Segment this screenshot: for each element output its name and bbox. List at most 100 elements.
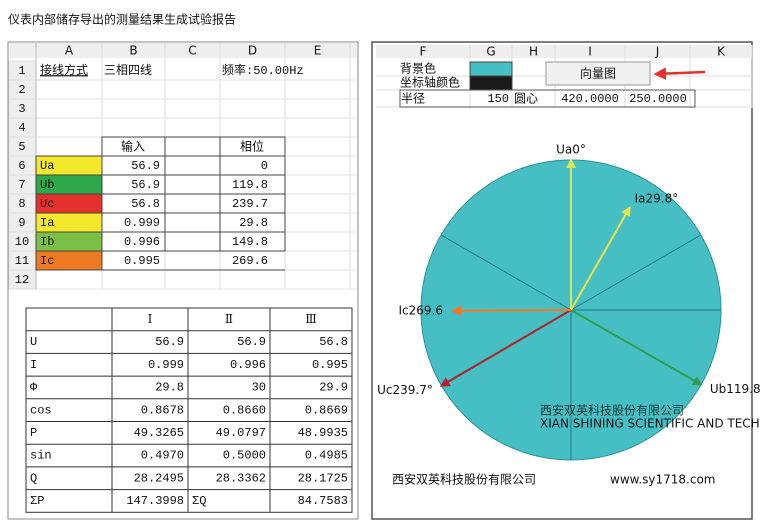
watermark-english: XIAN SHINING SCIENTIFIC AND TECHNOLOGY C… xyxy=(540,417,760,431)
table-value: 0.8669 xyxy=(305,403,348,417)
footer-company: 西安双英科技股份有限公司 xyxy=(392,472,536,487)
phasor xyxy=(439,309,572,387)
column-header: A xyxy=(65,44,74,58)
column-header: I xyxy=(588,45,592,59)
column-header: K xyxy=(717,45,726,59)
phasor xyxy=(570,309,703,386)
sum-q-value: 84.7583 xyxy=(298,494,348,508)
input-value: 0.999 xyxy=(124,216,160,230)
input-value: 0.995 xyxy=(124,254,160,268)
input-value: 56.8 xyxy=(131,197,160,211)
sum-q-label: ΣQ xyxy=(192,494,206,508)
table-value: 49.3265 xyxy=(134,426,184,440)
table-header: Ⅱ xyxy=(225,312,233,326)
table-value: 29.8 xyxy=(155,381,184,395)
table-value: 56.9 xyxy=(155,335,184,349)
table-value: 30 xyxy=(252,381,266,395)
frequency: 频率:50.00Hz xyxy=(222,62,304,78)
column-header: G xyxy=(486,45,495,59)
radius-value: 150 xyxy=(487,92,509,106)
column-header: J xyxy=(655,45,660,59)
row-number: 4 xyxy=(18,121,25,135)
table-value: 0.5000 xyxy=(223,449,266,463)
column-header-bar xyxy=(376,45,752,58)
phasor-label: Ic269.6 xyxy=(399,303,444,317)
phasor xyxy=(451,305,572,316)
center-x: 420.0000 xyxy=(561,92,619,106)
param-border xyxy=(399,89,696,108)
row-number: 9 xyxy=(18,216,25,230)
table-value: 29.9 xyxy=(319,381,348,395)
row-number: 8 xyxy=(18,197,25,211)
row-number: 11 xyxy=(15,254,29,268)
input-value: 56.9 xyxy=(131,178,160,192)
phase-name: Ia xyxy=(40,216,54,230)
phase-name: Ua xyxy=(40,159,54,173)
phase-value: 149.8 xyxy=(232,235,268,249)
phasor-label: Ia29.8° xyxy=(635,191,679,205)
table-value: 28.3362 xyxy=(216,471,266,485)
phasor-label: Ua0° xyxy=(556,143,586,157)
axis-color-cell xyxy=(469,75,513,91)
result-table-border xyxy=(25,307,353,513)
row-number: 10 xyxy=(15,235,29,249)
row-number: 2 xyxy=(18,83,25,97)
column-header: D xyxy=(248,44,257,58)
column-header: B xyxy=(129,44,137,58)
wiring-value: 三相四线 xyxy=(104,63,152,78)
row-number: 5 xyxy=(18,140,25,154)
table-value: 0.8678 xyxy=(141,403,184,417)
phasor xyxy=(570,205,631,311)
column-header: C xyxy=(188,44,196,58)
row-label: cos xyxy=(30,403,52,417)
table-value: 0.4985 xyxy=(305,449,348,463)
phase-value: 269.6 xyxy=(232,254,268,268)
pointer-arrow xyxy=(653,67,706,80)
table-header: Ⅲ xyxy=(305,312,317,326)
input-value: 0.996 xyxy=(124,235,160,249)
column-header-bar xyxy=(9,43,357,58)
phasor-label: Ub119.8° xyxy=(710,382,760,396)
phasor-label: Uc239.7° xyxy=(377,383,433,397)
center-label: 圆心 xyxy=(514,92,538,106)
radius-label: 半径 xyxy=(401,92,425,106)
axis-spoke xyxy=(440,234,572,311)
row-number: 1 xyxy=(18,64,25,78)
wiring-label: 接线方式 xyxy=(40,62,88,78)
watermark-name: 西安双英科技股份有限公司 xyxy=(540,403,684,418)
phase-name: Uc xyxy=(40,197,54,211)
background-label: 背景色 xyxy=(400,62,436,76)
row-label: U xyxy=(30,335,37,349)
table-value: 0.999 xyxy=(148,358,184,372)
background-color-cell xyxy=(469,61,513,77)
footer-website: www.sy1718.com xyxy=(610,473,716,487)
row-label: P xyxy=(30,426,37,440)
center-y: 250.0000 xyxy=(629,92,687,106)
row-number: 7 xyxy=(18,178,25,192)
table-value: 0.8660 xyxy=(223,403,266,417)
row-number: 12 xyxy=(15,273,29,287)
column-header: H xyxy=(529,45,538,59)
table-value: 0.995 xyxy=(312,358,348,372)
row-label: Φ xyxy=(30,381,38,395)
phase-value: 119.8 xyxy=(232,178,268,192)
phase-name-cell xyxy=(35,250,103,271)
table-value: 28.1725 xyxy=(298,471,348,485)
input-header: 输入 xyxy=(121,139,145,154)
input-value: 56.9 xyxy=(131,159,160,173)
row-label: Q xyxy=(30,471,37,485)
table-value: 28.2495 xyxy=(134,471,184,485)
vector-button[interactable]: 向量图 xyxy=(580,66,616,81)
sum-p-value: 147.3998 xyxy=(126,494,184,508)
table-header: Ⅰ xyxy=(148,312,153,326)
phase-name: Ic xyxy=(40,254,54,268)
row-label: sin xyxy=(30,449,52,463)
table-value: 48.9935 xyxy=(298,426,348,440)
table-value: 0.996 xyxy=(230,358,266,372)
phase-name: Ib xyxy=(40,235,54,249)
row-label: I xyxy=(30,358,37,372)
phase-name: Ub xyxy=(40,178,54,192)
button-face xyxy=(545,61,651,86)
column-header: E xyxy=(314,44,322,58)
